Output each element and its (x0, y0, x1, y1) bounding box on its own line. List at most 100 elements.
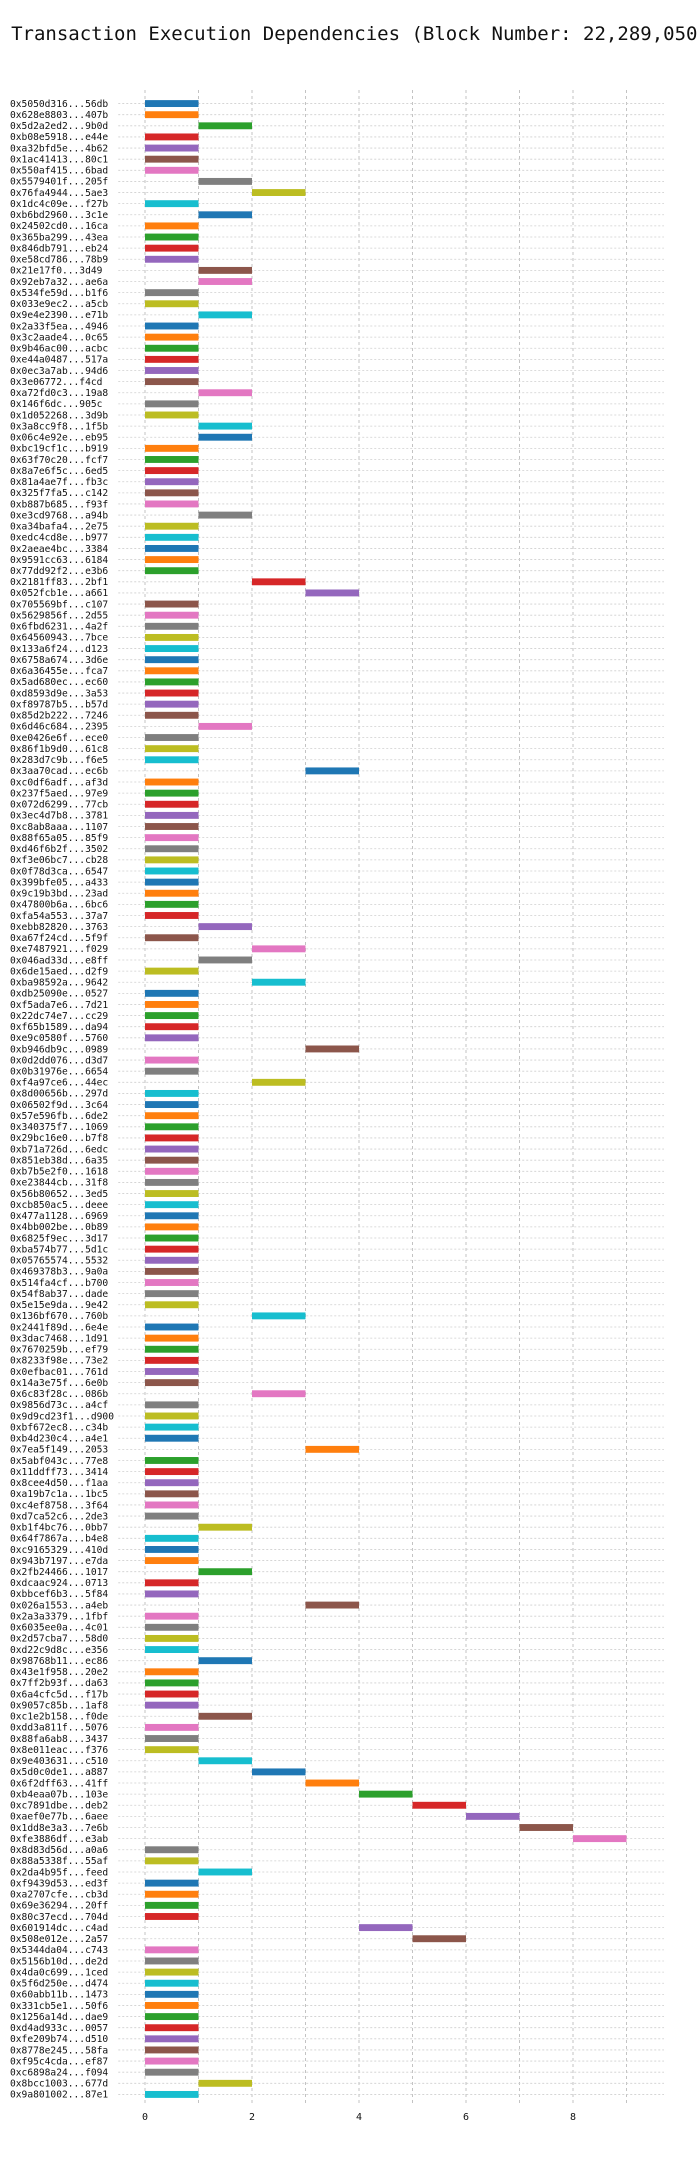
y-label-layer: 0x5050d316...56db0x628e8803...407b0x5d2a… (10, 99, 114, 2101)
transaction-bar (145, 811, 199, 819)
transaction-bar (145, 2090, 199, 2098)
transaction-label: 0x06502f9d...3c64 (10, 1100, 108, 1111)
transaction-bar (145, 1746, 199, 1754)
transaction-label: 0xc1e2b158...f0de (10, 1712, 108, 1723)
transaction-label: 0xa19b7c1a...1bc5 (10, 1489, 108, 1500)
transaction-label: 0x4bb002be...0b89 (10, 1222, 108, 1233)
transaction-bar (198, 266, 252, 274)
transaction-label: 0x6a4cfc5d...f17b (10, 1689, 108, 1700)
transaction-bar (145, 2024, 199, 2032)
transaction-label: 0x9a801002...87e1 (10, 2090, 108, 2101)
transaction-bar (145, 1167, 199, 1175)
transaction-label: 0x1dd8e3a3...7e6b (10, 1823, 108, 1834)
transaction-bar (145, 1979, 199, 1987)
transaction-bar (198, 1712, 252, 1720)
transaction-bar (198, 311, 252, 319)
transaction-label: 0x6fbd6231...4a2f (10, 622, 108, 633)
transaction-label: 0x146f6dc...905c (10, 399, 102, 410)
transaction-bar (198, 1868, 252, 1876)
transaction-bar (145, 378, 199, 386)
transaction-label: 0x57e596fb...6de2 (10, 1111, 108, 1122)
transaction-label: 0xe9c0580f...5760 (10, 1033, 108, 1044)
transaction-bar (145, 823, 199, 830)
transaction-bar (145, 678, 199, 686)
transaction-bar (145, 745, 199, 753)
transaction-label: 0x046ad33d...e8ff (10, 955, 108, 966)
transaction-label: 0x9057c85b...1af8 (10, 1700, 108, 1711)
transaction-bar (145, 556, 199, 564)
transaction-bar (145, 1234, 199, 1242)
transaction-label: 0x283d7c9b...f6e5 (10, 755, 108, 766)
transaction-label: 0x8d00656b...297d (10, 1089, 108, 1100)
transaction-bar (145, 700, 199, 708)
transaction-bar (145, 889, 199, 897)
transaction-label: 0x14a3e75f...6e0b (10, 1378, 108, 1389)
transaction-bar (305, 1045, 359, 1053)
transaction-label: 0xba574b77...5d1c (10, 1244, 108, 1255)
transaction-bar (145, 1913, 199, 1920)
transaction-bar (145, 133, 199, 141)
transaction-bar (145, 367, 199, 374)
transaction-bar (145, 2002, 199, 2009)
transaction-bar (145, 1546, 199, 1553)
transaction-label: 0x3e06772...f4cd (10, 377, 102, 388)
transaction-bar (145, 1101, 199, 1109)
transaction-label: 0x628e8803...407b (10, 110, 108, 121)
transaction-bar (466, 1812, 520, 1820)
transaction-label: 0x63f70c20...fcf7 (10, 455, 108, 466)
transaction-bar (198, 389, 252, 397)
transaction-label: 0x64560943...7bce (10, 633, 108, 644)
transaction-label: 0xf9439d53...ed3f (10, 1878, 108, 1889)
transaction-bar (252, 189, 306, 196)
transaction-label: 0x88fa6ab8...3437 (10, 1734, 108, 1745)
transaction-label: 0xfa54a553...37a7 (10, 911, 108, 922)
transaction-label: 0x133a6f24...d123 (10, 644, 108, 655)
transaction-label: 0x6035ee0a...4c01 (10, 1623, 108, 1634)
transaction-bar (145, 289, 199, 297)
transaction-label: 0x56b80652...3ed5 (10, 1189, 108, 1200)
transaction-label: 0x1256a14d...dae9 (10, 2012, 108, 2023)
transaction-bar (252, 978, 306, 986)
transaction-label: 0xe23844cb...31f8 (10, 1178, 108, 1189)
transaction-label: 0x8bcc1003...677d (10, 2079, 108, 2090)
transaction-label: 0xb6bd2960...3c1e (10, 210, 108, 221)
transaction-bar (198, 511, 252, 519)
transaction-label: 0x21e17f0...3d49 (10, 266, 103, 277)
transaction-bar (145, 456, 199, 463)
transaction-label: 0x24502cd0...16ca (10, 221, 108, 232)
transaction-bar (305, 589, 359, 597)
transaction-label: 0xe0426e6f...ece0 (10, 733, 108, 744)
transaction-label: 0x1dc4c09e...f27b (10, 199, 108, 210)
transaction-bar (198, 2079, 252, 2087)
transaction-bar (145, 1512, 199, 1520)
transaction-label: 0x4da0c699...1ced (10, 1967, 108, 1978)
transaction-bar (145, 1434, 199, 1442)
transaction-label: 0x1d052268...3d9b (10, 410, 108, 421)
transaction-bar (145, 1089, 199, 1097)
transaction-label: 0x3c2aade4...0c65 (10, 332, 108, 343)
transaction-label: 0xb7b5e2f0...1618 (10, 1167, 108, 1178)
transaction-label: 0xa2707cfe...cb3d (10, 1890, 108, 1901)
transaction-label: 0x8778e245...58fa (10, 2045, 108, 2056)
transaction-bar (145, 1034, 199, 1042)
transaction-bar (198, 1757, 252, 1765)
transaction-bar (145, 912, 199, 919)
transaction-bar (145, 1056, 199, 1064)
transaction-bar (198, 122, 252, 130)
transaction-bar (145, 1267, 199, 1275)
transaction-bar (198, 1657, 252, 1665)
x-tick-label: 0 (142, 2112, 148, 2123)
transaction-label: 0x88a5338f...55af (10, 1856, 108, 1867)
transaction-bar (145, 1623, 199, 1631)
transaction-label: 0x3a8cc9f8...1f5b (10, 421, 108, 432)
transaction-bar (252, 945, 306, 953)
transaction-label: 0x9e4e2390...e71b (10, 310, 108, 321)
transaction-bar (145, 411, 199, 419)
transaction-label: 0x6758a674...3d6e (10, 655, 108, 666)
transaction-bar (145, 656, 199, 664)
transaction-label: 0x399bfe05...a433 (10, 877, 108, 888)
transaction-bar (145, 1590, 199, 1598)
transaction-bar (145, 1212, 199, 1220)
